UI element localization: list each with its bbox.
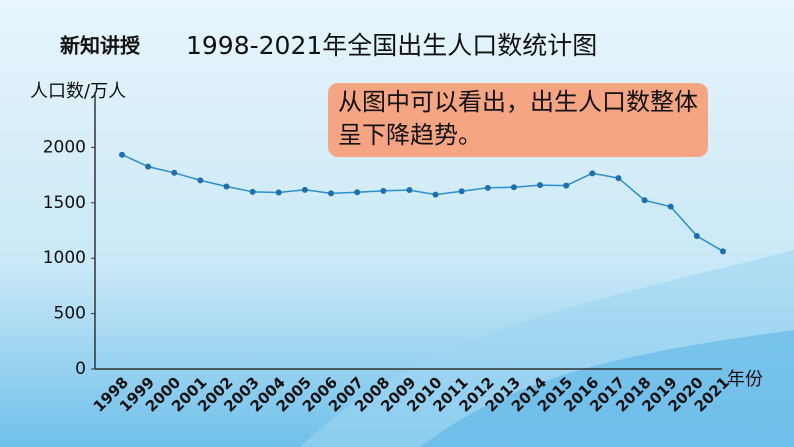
data-point: [432, 191, 439, 198]
header: 新知讲授: [60, 34, 141, 58]
y-tick-label: 1500: [43, 193, 86, 213]
data-point: [380, 187, 387, 194]
annotation: 从图中可以看出，出生人口数整体呈下降趋势。: [338, 88, 698, 149]
data-point: [275, 189, 282, 196]
annotation-wrap: 从图中可以看出，出生人口数整体呈下降趋势。: [338, 88, 698, 149]
y-tick-label: 1000: [43, 248, 86, 268]
data-point: [354, 189, 361, 196]
data-point: [171, 169, 178, 176]
data-point: [693, 233, 700, 240]
data-point: [510, 184, 517, 191]
data-point: [720, 248, 726, 255]
annotation-box: [328, 83, 708, 157]
data-point: [641, 197, 648, 204]
chart-title: 1998-2021年全国出生人口数统计图: [186, 31, 597, 60]
data-point: [119, 151, 125, 158]
data-line: [121, 154, 724, 252]
data-point: [406, 187, 413, 194]
data-point: [223, 183, 230, 190]
data-point: [615, 175, 622, 182]
data-point: [328, 190, 335, 197]
data-point: [484, 184, 491, 191]
data-point: [458, 188, 465, 195]
y-tick-label: 2000: [43, 137, 86, 157]
data-point: [537, 182, 544, 189]
data-point: [301, 186, 308, 193]
data-point: [589, 170, 596, 177]
data-point: [197, 177, 204, 184]
y-axis-label: 人口数/万人: [30, 81, 126, 102]
data-point: [249, 188, 256, 195]
y-tick-label: 500: [54, 304, 86, 324]
data-point: [667, 203, 674, 210]
decoration: [420, 330, 794, 447]
x-axis-label: 年份: [727, 369, 763, 390]
data-point: [145, 163, 152, 170]
data-point: [563, 182, 570, 189]
y-tick-label: 0: [75, 359, 86, 379]
